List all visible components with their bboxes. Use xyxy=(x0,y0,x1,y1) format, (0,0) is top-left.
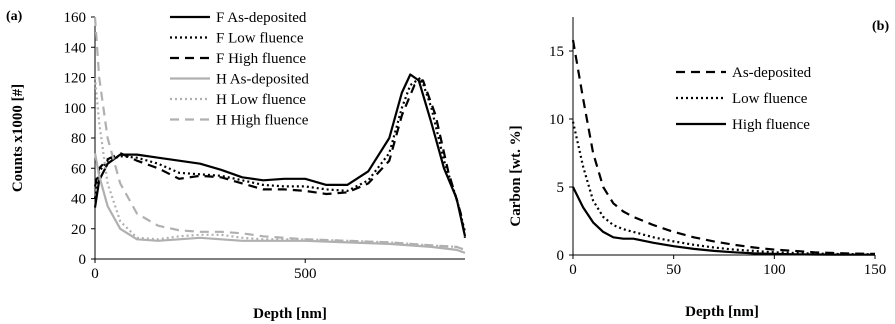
b-x-tick-label: 0 xyxy=(569,262,577,278)
b-legend-label: High fluence xyxy=(732,117,810,133)
a-y-tick-label: 80 xyxy=(71,131,86,147)
a-series-line-2 xyxy=(93,79,467,238)
a-y-tick-label: 40 xyxy=(71,192,86,208)
panel-b-x-axis-label: Depth [nm] xyxy=(685,304,759,320)
a-x-tick-label: 500 xyxy=(294,266,317,282)
a-y-tick-label: 100 xyxy=(64,101,87,117)
a-legend-label: H High fluence xyxy=(216,113,309,129)
panel-b-legend: As-deposited Low fluence High fluence xyxy=(676,65,812,133)
panel-a-chart: (a) 0 20 40 60 80 100 120 140 160 0 500 F As-depos… xyxy=(6,9,467,322)
panel-a-label: (a) xyxy=(6,9,23,24)
a-legend-label: F Low fluence xyxy=(216,31,304,47)
b-series-line-1 xyxy=(571,121,876,256)
b-series-line-2 xyxy=(572,186,875,256)
a-y-tick-label: 60 xyxy=(71,161,86,177)
b-y-tick-label: 10 xyxy=(549,112,564,128)
a-y-tick-label: 20 xyxy=(71,222,86,238)
a-y-tick-label: 120 xyxy=(64,71,87,87)
a-y-tick-label: 0 xyxy=(79,252,87,268)
panel-a-x-axis-label: Depth [nm] xyxy=(253,306,327,322)
panel-a-y-axis-label: Counts x1000 [#] xyxy=(10,84,26,192)
a-y-tick-label: 160 xyxy=(64,10,87,26)
a-legend-label: H As-deposited xyxy=(216,72,309,88)
b-legend-label: As-deposited xyxy=(732,65,812,81)
a-y-tick-label: 140 xyxy=(64,40,87,56)
b-y-tick-label: 15 xyxy=(549,44,564,60)
b-series-line-0 xyxy=(571,39,876,255)
panel-a-ticks: 0 20 40 60 80 100 120 140 160 0 500 xyxy=(64,10,465,282)
a-legend-label: F High fluence xyxy=(216,51,306,67)
a-series-line-3 xyxy=(93,152,466,254)
panel-a-lines xyxy=(93,16,467,254)
b-y-tick-label: 5 xyxy=(557,180,565,196)
b-x-tick-label: 150 xyxy=(864,262,887,278)
b-y-tick-label: 0 xyxy=(557,248,565,264)
a-legend-label: H Low fluence xyxy=(216,92,306,108)
panel-a-legend: F As-deposited F Low fluence F High fluenc… xyxy=(170,10,309,129)
b-x-tick-label: 100 xyxy=(763,262,786,278)
a-series-line-5 xyxy=(93,16,466,251)
b-x-tick-label: 50 xyxy=(666,262,681,278)
b-legend-label: Low fluence xyxy=(732,91,808,107)
a-series-line-0 xyxy=(93,73,467,237)
panel-b-y-axis-label: Carbon [wt. %] xyxy=(508,125,524,226)
panel-b-lines xyxy=(571,39,876,256)
a-legend-label: F As-deposited xyxy=(216,10,307,26)
a-x-tick-label: 0 xyxy=(91,266,99,282)
panel-b-label: (b) xyxy=(872,19,889,34)
